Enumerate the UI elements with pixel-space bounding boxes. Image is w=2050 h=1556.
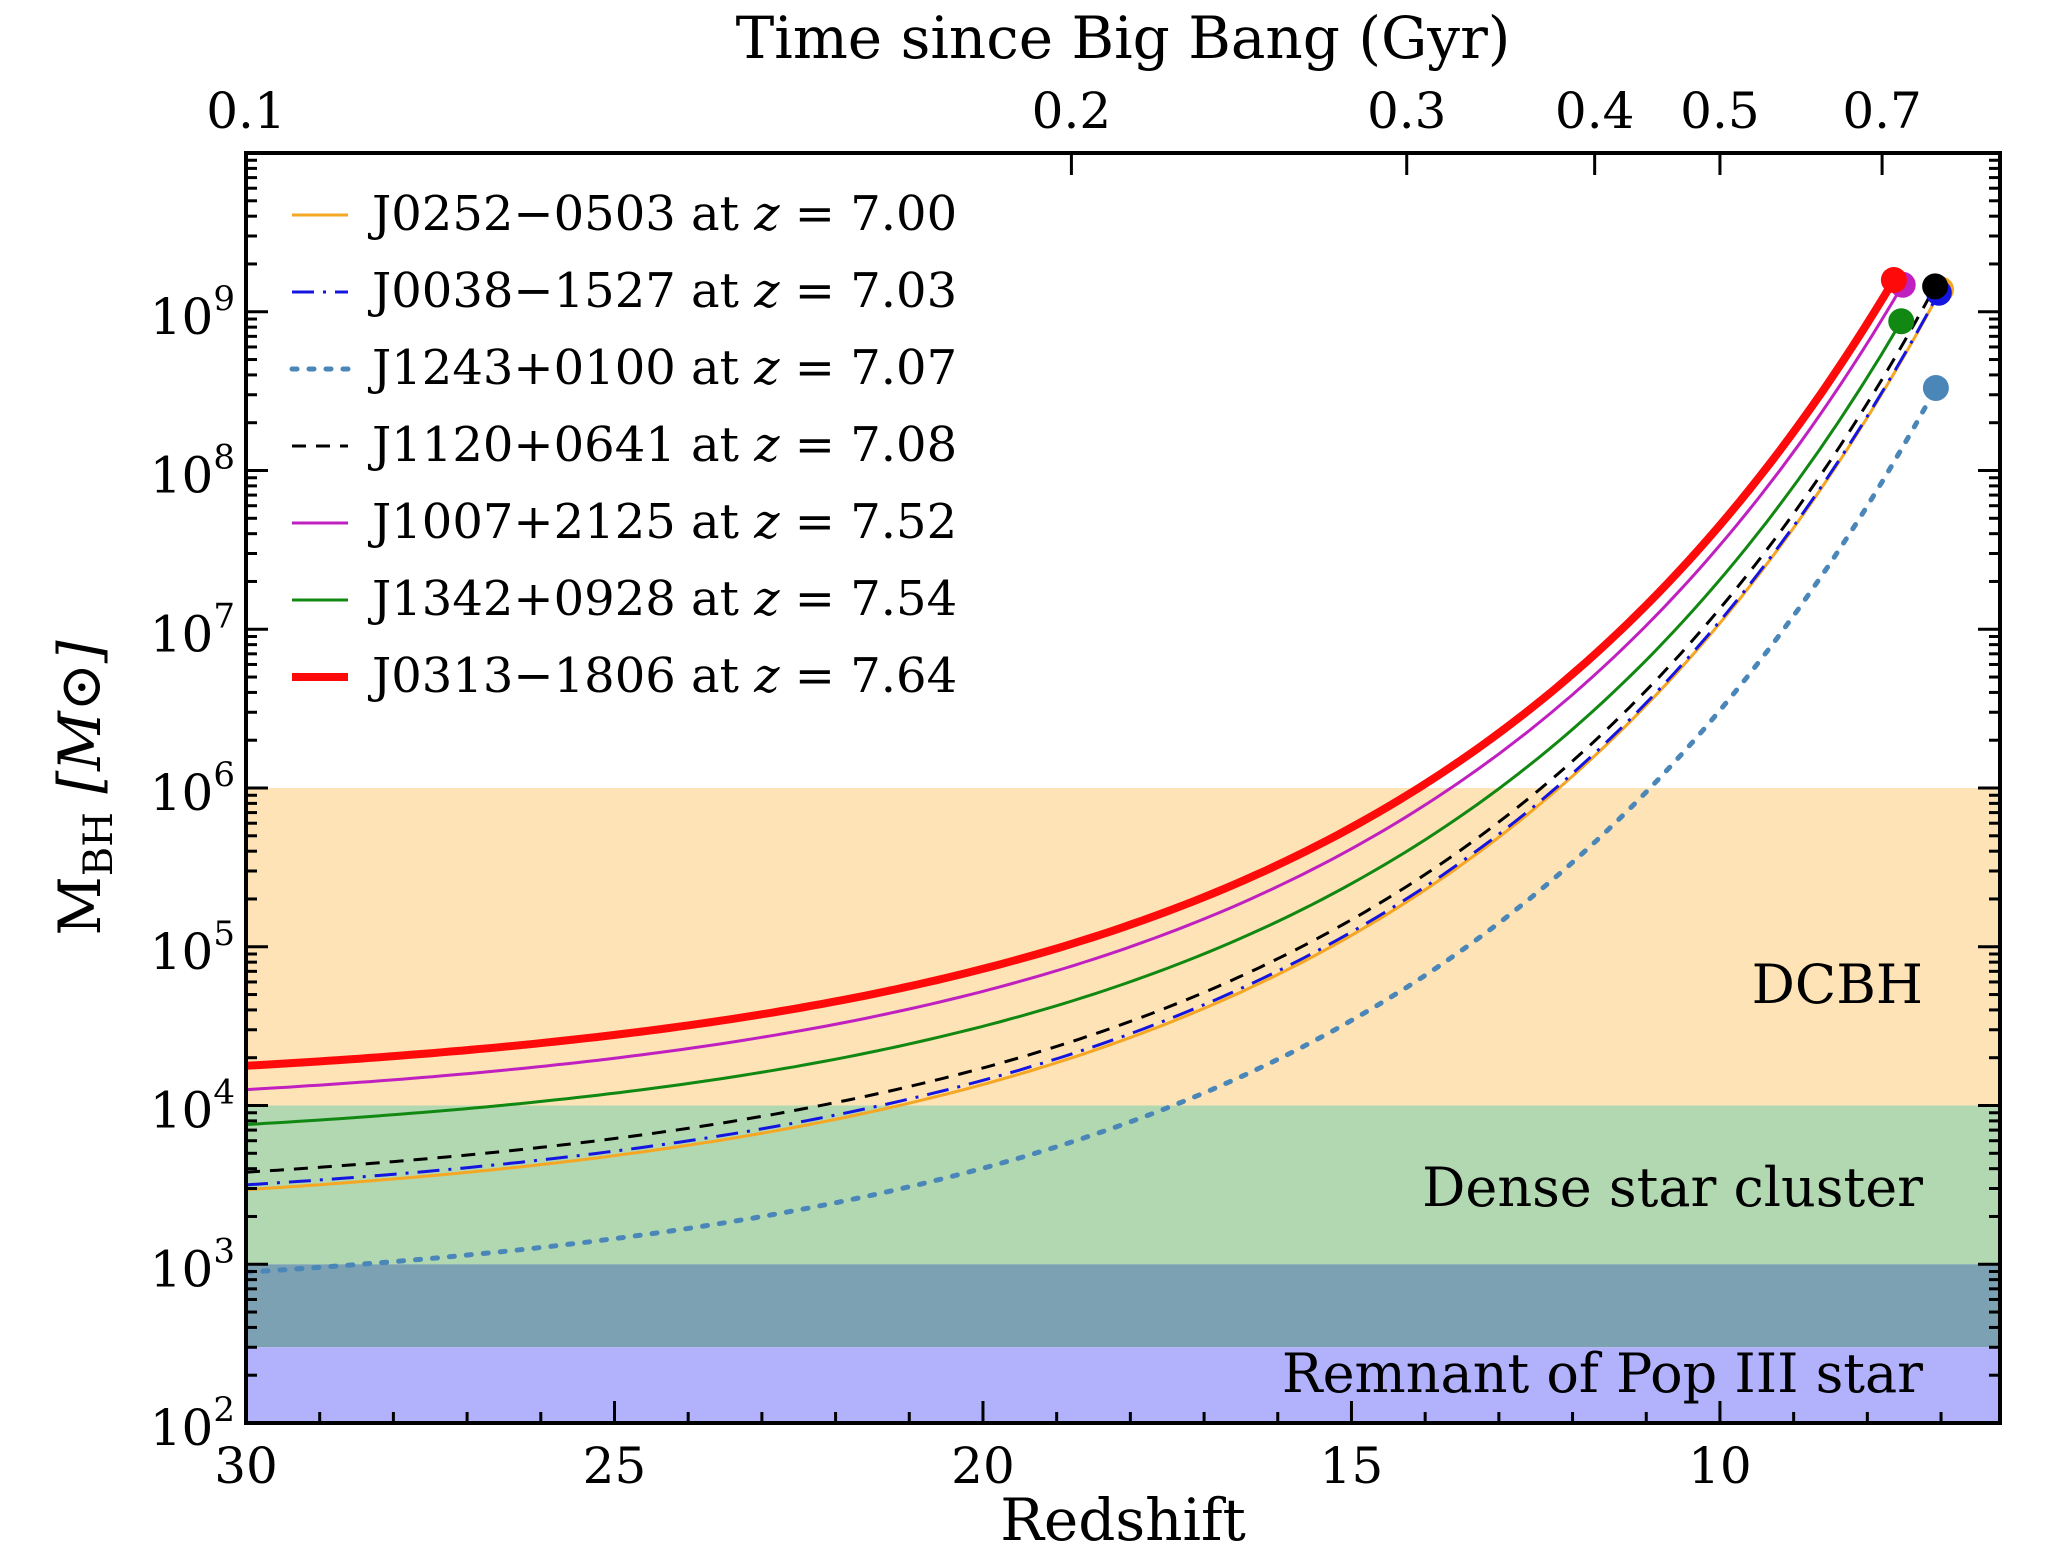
top-tick-label: 0.4 [1555,82,1635,140]
top-tick-label: 0.7 [1842,82,1922,140]
y-axis-title-sub: BH [76,812,122,876]
legend-entry: J1120+0641 at z = 7.08 [367,417,957,473]
y-axis-title: MBH [M⊙] [46,640,122,936]
y-tick-label: 105 [150,914,235,981]
band-label: DCBH [1752,953,1923,1016]
y-tick-label: 106 [150,755,235,822]
plot-frame [244,151,2002,1425]
band-label: Dense star cluster [1422,1156,1923,1219]
band-labels: DCBH Dense star cluster Remnant of Pop III… [1282,953,1923,1405]
series-end-marker [1888,308,1915,335]
y-tick-label: 102 [150,1390,235,1457]
series-line [246,385,1939,1275]
x-tick-label: 15 [1320,1437,1384,1495]
y-tick-label: 108 [150,438,235,505]
legend-entry: J1007+2125 at z = 7.52 [367,494,957,550]
x-tick-label: 20 [951,1437,1015,1495]
x-tick-label: 30 [214,1437,278,1495]
band-1 [246,1105,2000,1265]
y-tick-label: 103 [150,1231,235,1298]
band-label: Remnant of Pop III star [1282,1342,1923,1405]
background-bands [246,788,2000,1423]
series-end-marker [1922,273,1949,300]
top-tick-label: 0.2 [1032,82,1112,140]
top-tick-label: 0.3 [1367,82,1447,140]
x-tick-label: 25 [583,1437,647,1495]
band-3 [246,1347,2000,1423]
legend-entry: J0038−1527 at z = 7.03 [367,263,957,319]
series-end-marker [1880,267,1907,293]
y-tick-label: 104 [150,1073,235,1140]
tick-labels: 30 25 20 15 10 0.1 0.2 0.3 0.4 0.5 0.7 102 103 104 105… [150,82,1922,1495]
x-axis-title: Redshift [1000,1486,1246,1554]
y-tick-label: 107 [150,596,235,663]
legend-entry: J1342+0928 at z = 7.54 [367,571,957,627]
legend-entry: J0313−1806 at z = 7.64 [367,648,957,704]
series-line [246,288,1943,1192]
top-tick-label: 0.5 [1680,82,1760,140]
series-lines [246,277,1943,1275]
legend: J0252−0503 at z = 7.00 J0038−1527 at z = … [289,186,957,704]
series-end-markers [1880,267,1955,401]
band-0 [246,788,2000,1106]
top-tick-label: 0.1 [206,82,286,140]
y-axis-title-unit: [M⊙] [46,640,114,794]
x-tick-label: 10 [1688,1437,1752,1495]
series-line [246,277,1898,1070]
y-axis-title-main: M [46,876,114,935]
y-tick-label: 109 [150,279,235,346]
series-end-marker [1922,374,1949,401]
series-line [246,284,1904,1092]
legend-entry: J1243+0100 at z = 7.07 [367,340,957,396]
legend-entry: J0252−0503 at z = 7.00 [367,186,957,242]
top-axis-title: Time since Big Bang (Gyr) [736,4,1511,72]
series-line [246,320,1903,1126]
series-line [246,291,1941,1187]
band-2 [246,1264,2000,1348]
svg-text:MBH [M⊙]: MBH [M⊙] [46,640,122,936]
